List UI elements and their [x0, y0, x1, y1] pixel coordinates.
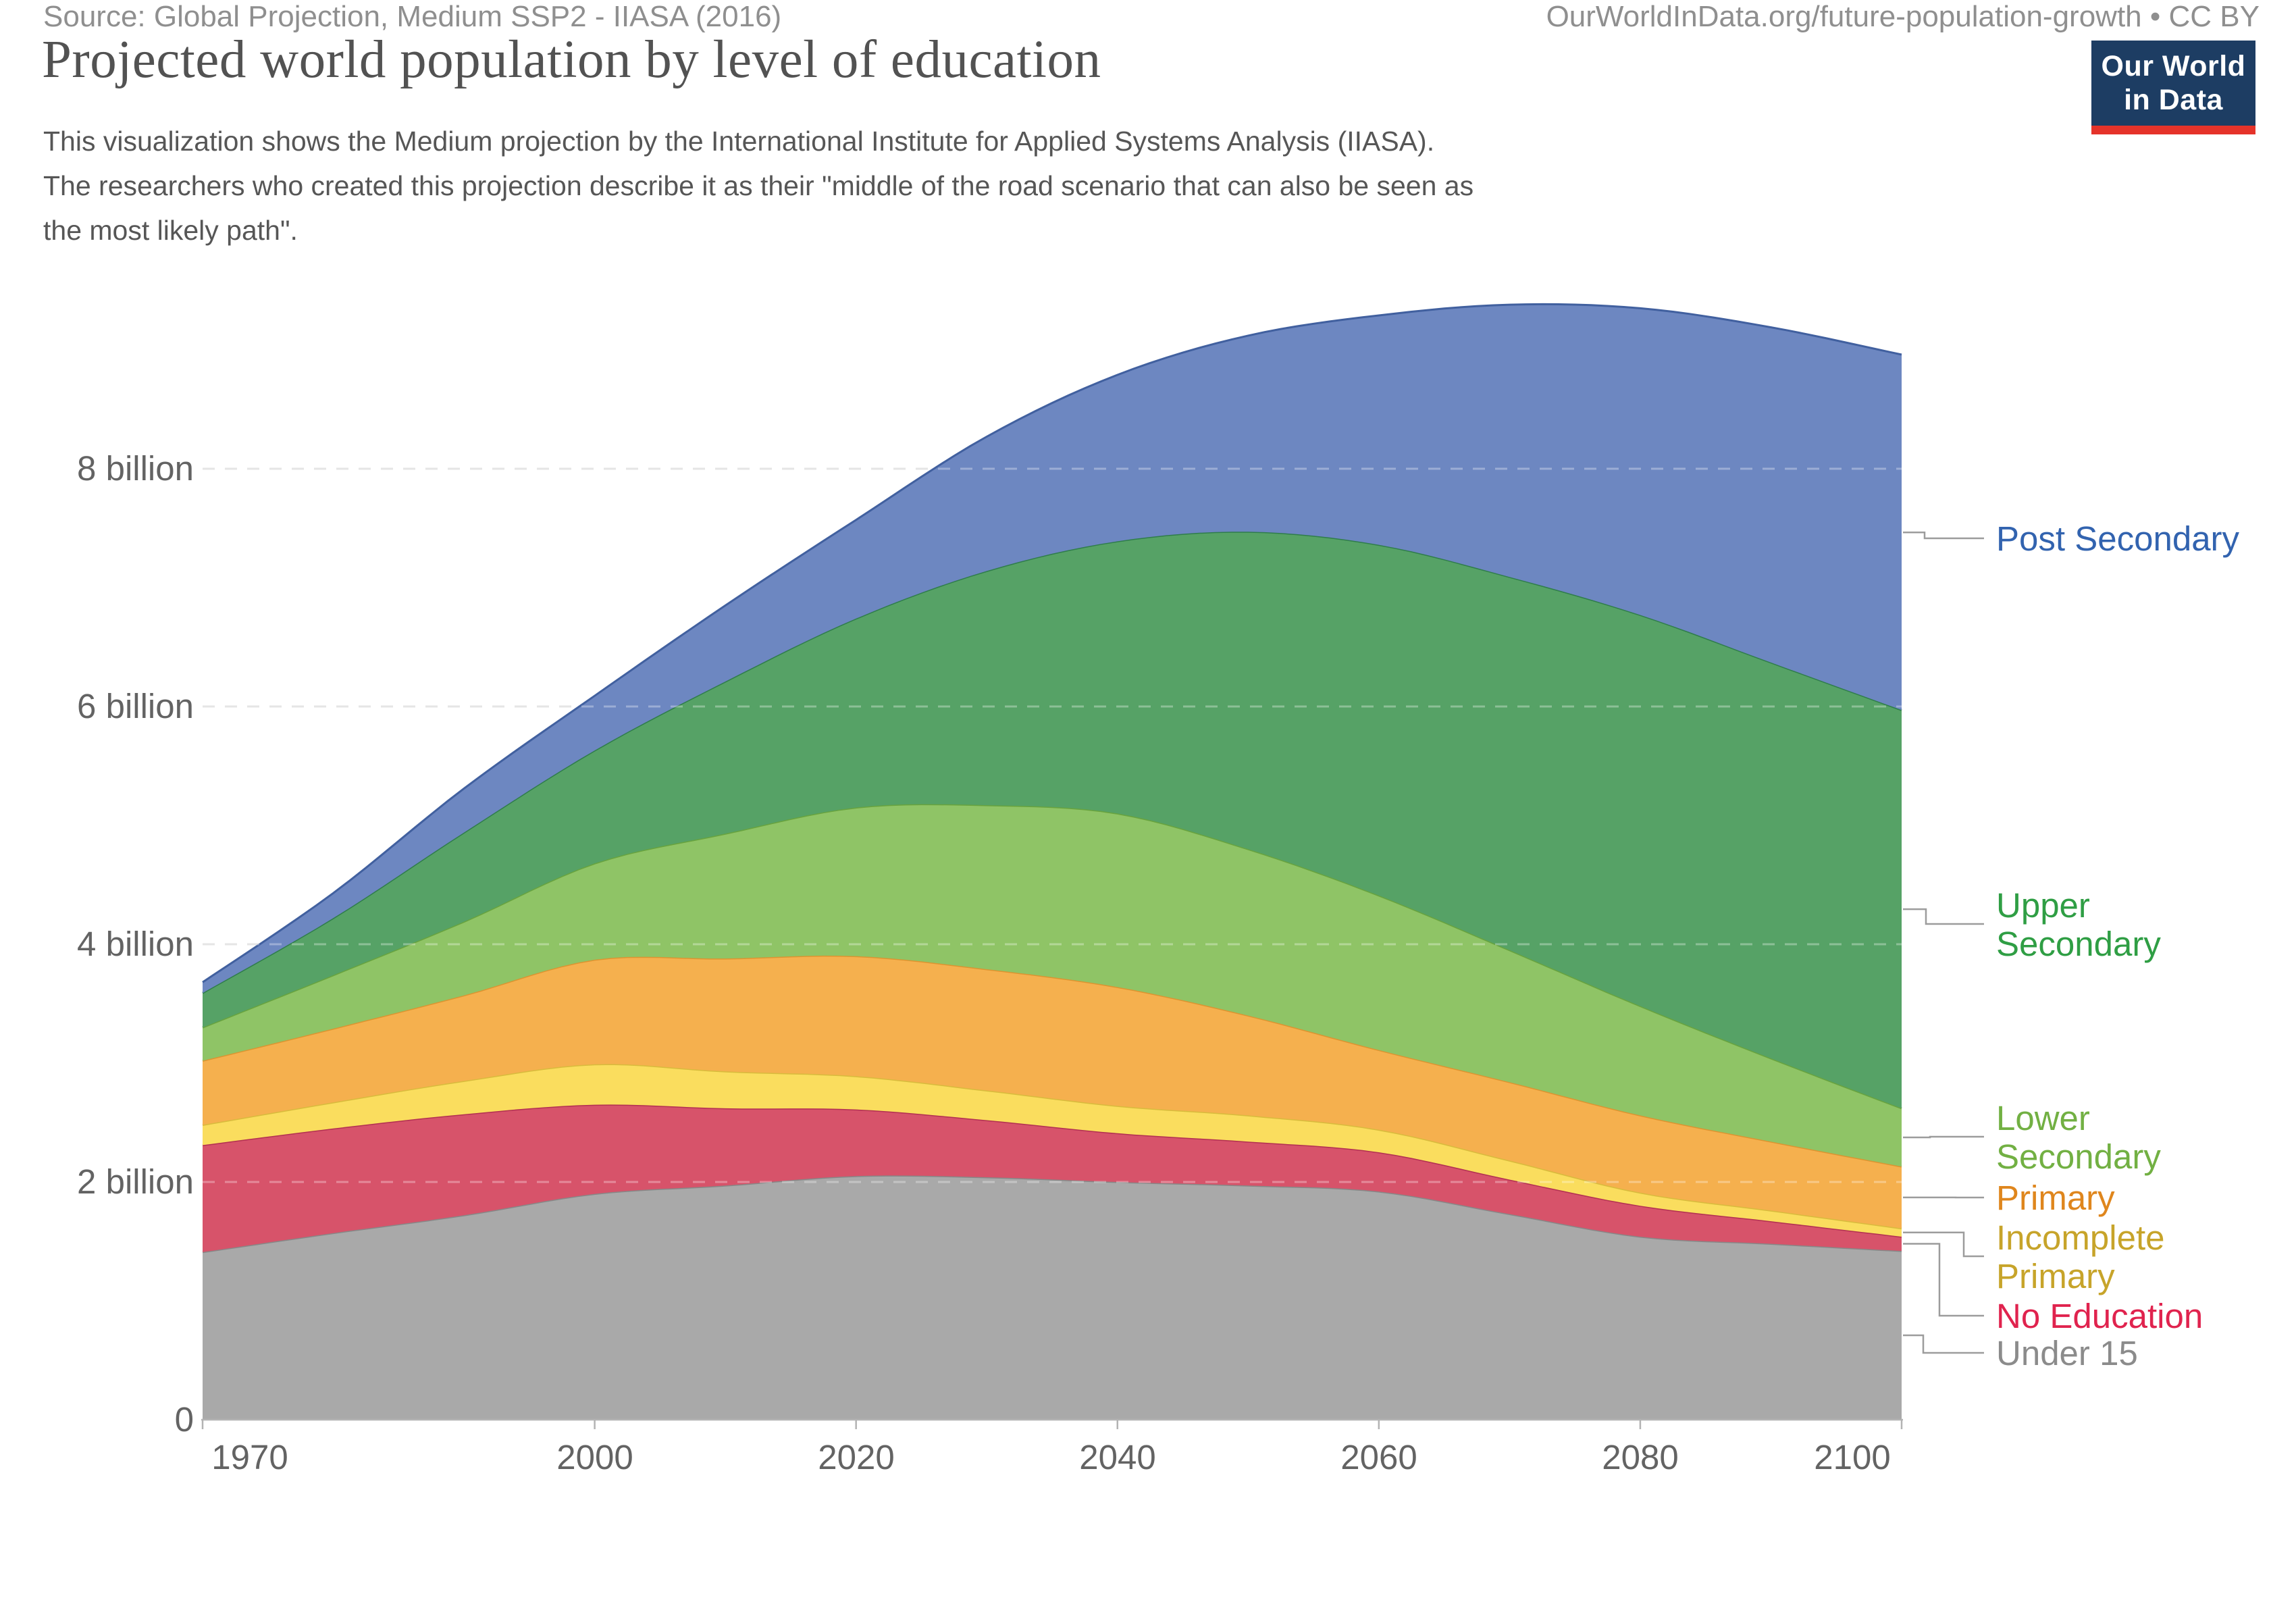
area-edge-post-secondary — [202, 303, 1902, 983]
license-link[interactable]: CC BY — [2168, 0, 2260, 33]
x-axis-label-2040: 2040 — [1079, 1438, 1156, 1476]
legend-connector-under-15 — [1903, 1334, 1984, 1354]
y-axis-label-8-billion: 8 billion — [77, 449, 194, 488]
legend-item-incomplete-primary[interactable]: Incomplete Primary — [1996, 1218, 2164, 1295]
x-axis-label-2100: 2100 — [1814, 1438, 1891, 1476]
legend-connector-post-secondary — [1903, 531, 1984, 540]
legend-label: Primary — [1996, 1257, 2115, 1295]
owid-link[interactable]: OurWorldInData.org/future-population-gro… — [1546, 0, 2142, 33]
legend-label: Primary — [1996, 1179, 2115, 1217]
legend-label: Secondary — [1996, 1137, 2161, 1176]
subtitle-line-3: the most likely path". — [43, 215, 298, 246]
owid-logo[interactable]: Our World in Data — [2091, 41, 2255, 134]
area-upper-secondary — [203, 532, 1902, 1108]
legend-item-primary[interactable]: Primary — [1996, 1179, 2115, 1217]
legend-label: Post Secondary — [1996, 519, 2240, 558]
legend-item-under-15[interactable]: Under 15 — [1996, 1334, 2138, 1372]
y-axis-label-0: 0 — [174, 1400, 194, 1439]
legend-label: Secondary — [1996, 925, 2161, 963]
footer-right: OurWorldInData.org/future-population-gro… — [1546, 0, 2260, 34]
legend-label: Under 15 — [1996, 1334, 2138, 1372]
subtitle-line-2: The researchers who created this project… — [43, 170, 1474, 201]
legend-connector-upper-secondary — [1903, 908, 1984, 925]
page-title: Projected world population by level of e… — [42, 30, 1101, 89]
legend-item-post-secondary[interactable]: Post Secondary — [1996, 519, 2239, 558]
area-no-education — [203, 1104, 1902, 1252]
x-axis-label-2060: 2060 — [1340, 1438, 1417, 1476]
y-axis-label-6-billion: 6 billion — [77, 687, 194, 725]
source-note: Source: Global Projection, Medium SSP2 -… — [43, 0, 782, 33]
page-subtitle: This visualization shows the Medium proj… — [43, 119, 1473, 253]
legend-label: Upper — [1996, 886, 2090, 925]
owid-logo-line-2: in Data — [2124, 84, 2223, 116]
legend-connector-no-education — [1903, 1243, 1984, 1317]
legend-item-lower-secondary[interactable]: Lower Secondary — [1996, 1099, 2161, 1176]
x-axis-label-2080: 2080 — [1602, 1438, 1679, 1476]
owid-logo-line-1: Our World — [2101, 50, 2246, 82]
legend-item-no-education[interactable]: No Education — [1996, 1297, 2203, 1335]
x-axis-label-1970: 1970 — [211, 1438, 288, 1476]
legend-connector-incomplete-primary — [1903, 1231, 1984, 1258]
y-axis-label-2-billion: 2 billion — [77, 1162, 194, 1201]
area-lower-secondary — [203, 804, 1902, 1167]
area-post-secondary — [203, 304, 1902, 994]
x-axis-label-2000: 2000 — [556, 1438, 633, 1476]
area-primary — [203, 955, 1902, 1229]
legend-label: Lower — [1996, 1099, 2090, 1137]
footer-separator: • — [2141, 0, 2169, 33]
area-under-15 — [203, 1175, 1902, 1420]
legend-label: No Education — [1996, 1297, 2203, 1335]
subtitle-line-1: This visualization shows the Medium proj… — [43, 126, 1435, 157]
owid-logo-red-bar — [2091, 126, 2255, 134]
x-axis-label-2020: 2020 — [818, 1438, 895, 1476]
owid-logo-box: Our World in Data — [2091, 41, 2255, 126]
legend-item-upper-secondary[interactable]: Upper Secondary — [1996, 886, 2161, 963]
legend-label: Incomplete — [1996, 1218, 2165, 1257]
y-axis-label-4-billion: 4 billion — [77, 925, 194, 963]
